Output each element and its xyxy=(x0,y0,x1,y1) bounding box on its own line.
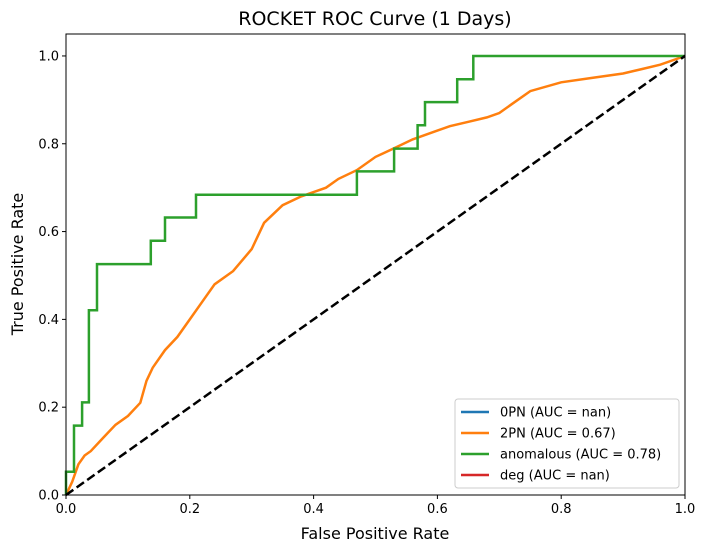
series-line-1 xyxy=(64,54,686,496)
chart-title: ROCKET ROC Curve (1 Days) xyxy=(238,8,511,30)
x-axis-label: False Positive Rate xyxy=(301,524,450,543)
diagonal-reference-line xyxy=(65,54,686,497)
legend-label: 0PN (AUC = nan) xyxy=(500,406,611,421)
legend-label: anomalous (AUC = 0.78) xyxy=(500,448,661,463)
plot-area xyxy=(64,54,686,497)
x-tick-label: 0.2 xyxy=(179,502,200,517)
y-axis-label: True Positive Rate xyxy=(8,193,27,337)
x-tick-label: 0.4 xyxy=(303,502,324,517)
axis-ticks: 0.0 0.2 0.4 0.6 0.8 1.0 0.0 0.2 0.4 0.6 0.8 1.0 xyxy=(38,49,695,517)
y-tick-label: 0.2 xyxy=(38,401,59,416)
series-line-2 xyxy=(64,54,685,495)
x-tick-label: 1.0 xyxy=(675,502,696,517)
axes-frame xyxy=(65,33,686,496)
y-tick-label: 0.8 xyxy=(38,137,59,152)
x-tick-label: 0.0 xyxy=(56,502,77,517)
legend: 0PN (AUC = nan) 2PN (AUC = 0.67) anomalous… xyxy=(454,398,680,489)
x-tick-label: 0.8 xyxy=(551,502,572,517)
legend-label: 2PN (AUC = 0.67) xyxy=(500,427,616,442)
y-tick-label: 0.6 xyxy=(38,225,59,240)
y-tick-label: 0.0 xyxy=(38,489,59,504)
y-tick-label: 0.4 xyxy=(38,313,59,328)
x-tick-label: 0.6 xyxy=(427,502,448,517)
legend-label: deg (AUC = nan) xyxy=(500,469,610,484)
y-tick-label: 1.0 xyxy=(38,49,59,64)
legend-box xyxy=(454,398,680,489)
